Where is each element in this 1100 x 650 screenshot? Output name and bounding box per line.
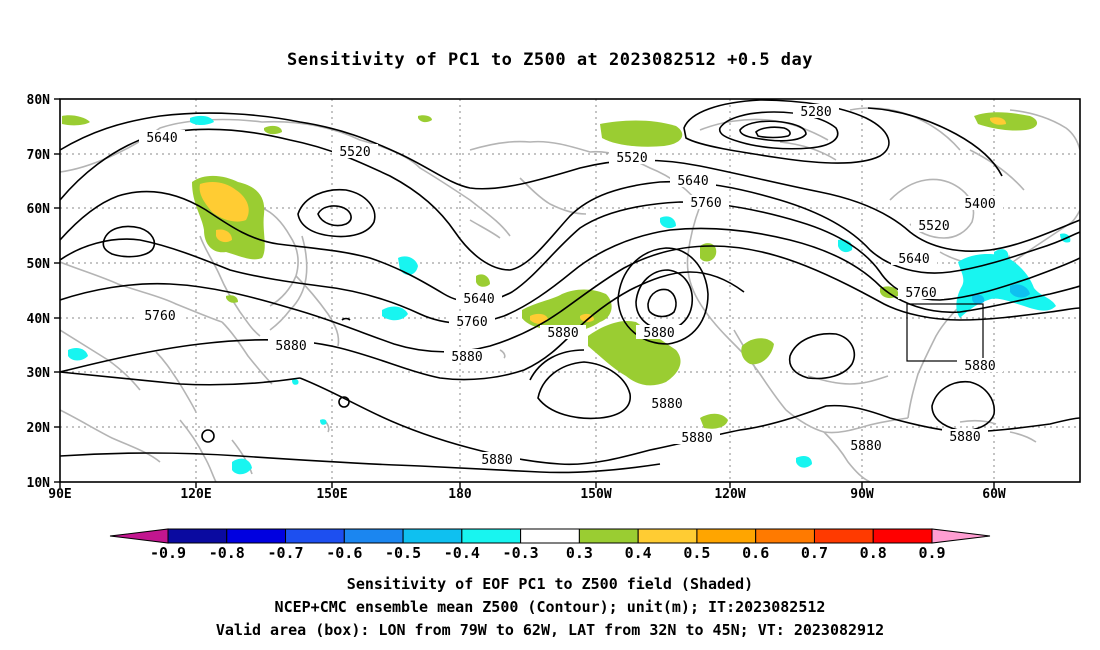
lon-label: 90E xyxy=(48,487,71,502)
footer-line-2: NCEP+CMC ensemble mean Z500 (Contour); u… xyxy=(274,598,826,616)
colorbar-label: -0.6 xyxy=(326,544,363,562)
colorbar-label: -0.3 xyxy=(502,544,539,562)
colorbar-label: 0.4 xyxy=(624,544,652,562)
contour-label: 5880 xyxy=(850,439,881,454)
contour-label: 5880 xyxy=(451,350,482,365)
colorbar-swatch xyxy=(402,528,463,544)
lat-labels: 80N 70N 60N 50N 40N 30N 20N 10N xyxy=(27,93,51,491)
colorbar-swatch xyxy=(578,528,639,544)
colorbar-swatch xyxy=(637,528,698,544)
z500-contours xyxy=(60,99,1080,474)
footer-line-1: Sensitivity of EOF PC1 to Z500 field (Sh… xyxy=(346,575,754,593)
colorbar-swatch xyxy=(461,528,522,544)
lon-label: 120W xyxy=(714,487,745,502)
colorbar-swatch xyxy=(813,528,874,544)
footer-line-3: Valid area (box): LON from 79W to 62W, L… xyxy=(215,621,885,639)
contour-label: 5880 xyxy=(275,339,306,354)
axis-ticks xyxy=(54,98,995,488)
contour-label: 5880 xyxy=(643,326,674,341)
colorbar-arrow-low xyxy=(109,528,169,544)
lon-label: 150W xyxy=(580,487,611,502)
lon-label: 120E xyxy=(180,487,211,502)
colorbar-swatch xyxy=(872,528,933,544)
contour-label: 5520 xyxy=(918,219,949,234)
lon-label: 150E xyxy=(316,487,347,502)
contour-label: 5760 xyxy=(905,286,936,301)
contour-label: 5640 xyxy=(463,292,494,307)
lon-label: 180 xyxy=(448,487,472,502)
lat-label: 50N xyxy=(27,257,51,272)
contour-label: 5880 xyxy=(481,453,512,468)
lon-label: 60W xyxy=(982,487,1006,502)
contour-label: 5640 xyxy=(898,252,929,267)
colorbar-label: 0.9 xyxy=(918,544,946,562)
colorbar xyxy=(109,528,991,544)
contour-label: 5880 xyxy=(651,397,682,412)
colorbar-swatch xyxy=(755,528,815,544)
contour-label: 5640 xyxy=(677,174,708,189)
colorbar-label: 0.7 xyxy=(800,544,828,562)
lat-label: 30N xyxy=(27,366,51,381)
colorbar-arrow-high xyxy=(931,528,991,544)
colorbar-swatch xyxy=(167,528,228,544)
lat-label: 70N xyxy=(27,148,51,163)
colorbar-swatch xyxy=(343,528,404,544)
colorbar-label: 0.5 xyxy=(683,544,711,562)
colorbar-swatch xyxy=(696,528,757,544)
contour-label: 5880 xyxy=(949,430,980,445)
colorbar-label: -0.4 xyxy=(443,544,480,562)
contour-label: 5280 xyxy=(800,105,831,120)
contour-label: 5880 xyxy=(964,359,995,374)
contour-label: 5520 xyxy=(339,145,370,160)
contour-label: 5880 xyxy=(547,326,578,341)
contour-label: 5520 xyxy=(616,151,647,166)
contour-label: 5880 xyxy=(681,431,712,446)
lat-label: 80N xyxy=(27,93,51,108)
contour-label: 5760 xyxy=(690,196,721,211)
colorbar-label: -0.7 xyxy=(267,544,304,562)
colorbar-label: -0.8 xyxy=(208,544,245,562)
lat-label: 20N xyxy=(27,421,51,436)
colorbar-label: 0.8 xyxy=(859,544,887,562)
colorbar-label: 0.3 xyxy=(565,544,593,562)
contour-label: 5400 xyxy=(964,197,995,212)
lat-label: 60N xyxy=(27,202,51,217)
lon-label: 90W xyxy=(850,487,874,502)
colorbar-swatch xyxy=(285,528,345,544)
colorbar-label: -0.9 xyxy=(149,544,187,562)
colorbar-label: -0.5 xyxy=(385,544,422,562)
colorbar-swatch xyxy=(520,528,580,544)
contour-label: 5760 xyxy=(456,315,487,330)
colorbar-swatch xyxy=(226,528,287,544)
contour-labels: 5280 5400 5520 5520 5520 5640 5640 5640 … xyxy=(137,104,1003,468)
valid-area-box xyxy=(906,303,984,362)
plot-title: Sensitivity of PC1 to Z500 at 2023082512… xyxy=(286,50,813,70)
map-frame xyxy=(59,98,1081,483)
contour-label: 5760 xyxy=(144,309,175,324)
colorbar-label: 0.6 xyxy=(742,544,770,562)
lat-label: 10N xyxy=(27,476,51,491)
lat-label: 40N xyxy=(27,312,51,327)
contour-label: 5640 xyxy=(146,131,177,146)
lon-labels: 90E 120E 150E 180 150W 120W 90W 60W xyxy=(48,487,1006,502)
